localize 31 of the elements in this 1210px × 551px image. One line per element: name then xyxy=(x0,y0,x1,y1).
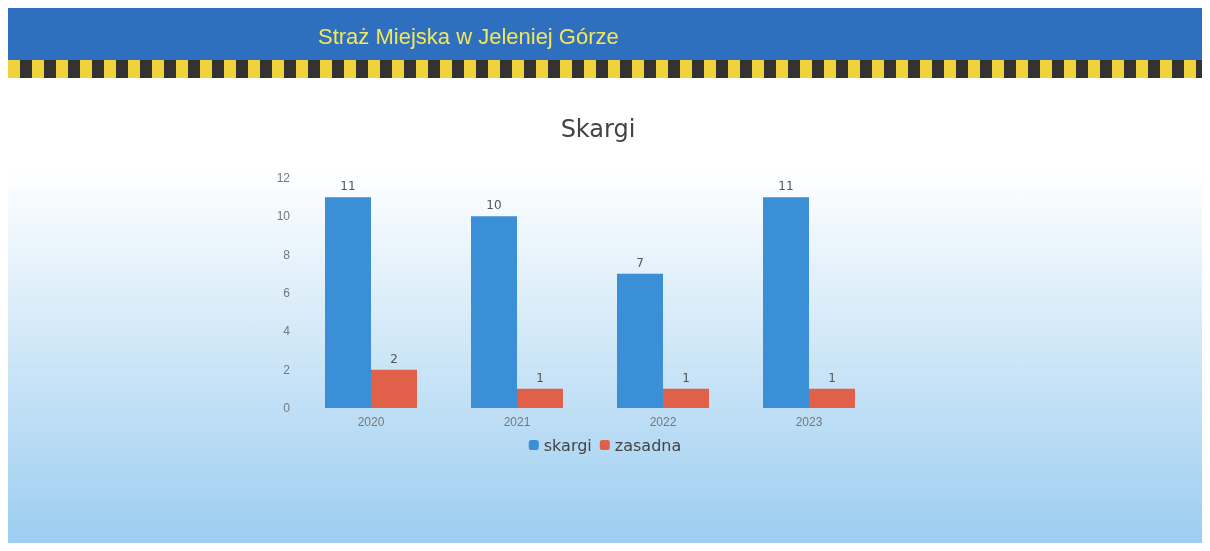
bar xyxy=(617,273,663,408)
y-tick-label: 0 xyxy=(283,401,291,415)
y-tick-label: 4 xyxy=(283,324,291,339)
x-tick-label: 2023 xyxy=(795,415,823,429)
data-label: 11 xyxy=(340,179,356,194)
chart-title: Skargi xyxy=(560,115,636,143)
bar xyxy=(517,388,563,408)
chart-subtitle: Straż Miejska w Jeleniej Górze xyxy=(318,24,619,50)
legend-label: zasadna xyxy=(614,435,682,455)
x-tick-label: 2022 xyxy=(649,415,677,429)
y-tick-label: 2 xyxy=(283,362,291,377)
x-tick-label: 2020 xyxy=(357,415,385,429)
bar xyxy=(371,369,417,408)
data-label: 10 xyxy=(486,198,502,213)
data-label: 7 xyxy=(636,255,644,270)
bar xyxy=(663,388,709,408)
bar xyxy=(809,388,855,408)
legend-label: skargi xyxy=(543,435,592,455)
data-label: 1 xyxy=(536,370,544,385)
data-label: 1 xyxy=(828,370,836,385)
bar xyxy=(325,197,371,408)
y-tick-label: 6 xyxy=(283,286,291,300)
bar xyxy=(471,216,517,408)
data-label: 11 xyxy=(778,179,794,194)
y-tick-label: 8 xyxy=(283,247,291,262)
y-tick-label: 12 xyxy=(276,171,291,185)
x-tick-label: 2021 xyxy=(503,415,531,429)
data-label: 2 xyxy=(390,351,398,366)
data-label: 1 xyxy=(682,370,690,385)
bar xyxy=(763,197,809,408)
y-tick-label: 10 xyxy=(276,209,291,224)
